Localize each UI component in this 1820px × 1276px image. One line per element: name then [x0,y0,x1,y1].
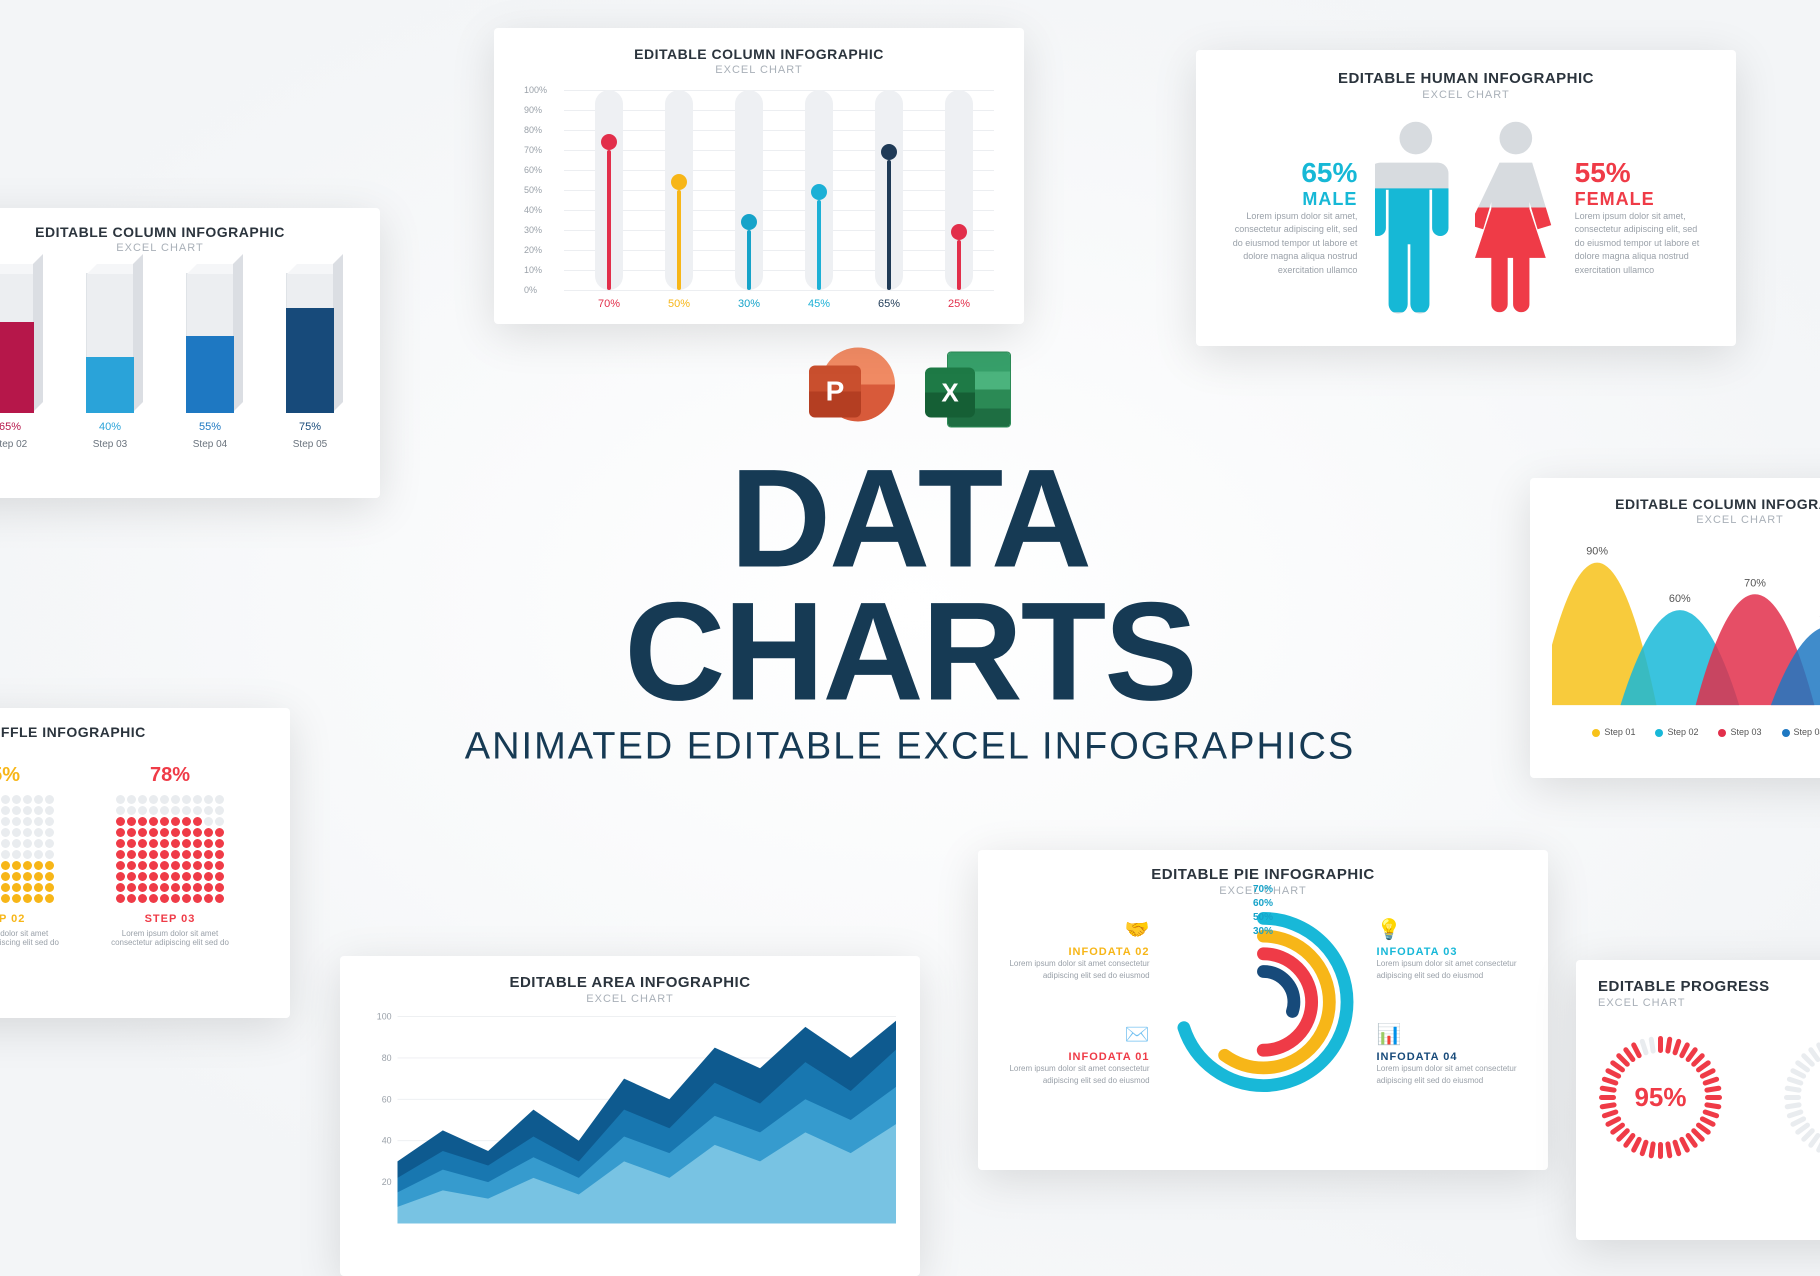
powerpoint-icon: P [809,348,895,434]
info-right: 💡INFODATA 03Lorem ipsum dolor sit amet c… [1376,917,1524,1087]
card-title: EDITABLE COLUMN INFOGRAPHIC [0,224,360,240]
bars-3d: 65%Step 0240%Step 0355%Step 0475%Step 05 [0,270,360,450]
male-side: 65% MALE Lorem ipsum dolor sit amet, con… [1224,157,1357,278]
card-sub: EXCEL CHART [0,242,360,254]
female-icon [1475,117,1557,317]
male-label: MALE [1302,189,1357,210]
svg-text:100: 100 [377,1012,392,1022]
card-lollipop: EDITABLE COLUMN INFOGRAPHIC EXCEL CHART … [494,28,1024,324]
card-title: EDITABLE PIE INFOGRAPHIC [1002,866,1524,883]
card-title: EDITABLE WAFFLE INFOGRAPHIC [0,724,270,740]
card-title: EDITABLE HUMAN INFOGRAPHIC [1224,70,1708,87]
svg-text:20: 20 [382,1177,392,1187]
card-3d-bars: EDITABLE COLUMN INFOGRAPHIC EXCEL CHART … [0,208,380,498]
card-sub: EXCEL CHART [364,993,896,1005]
male-pct: 65% [1301,157,1357,189]
info-left: 🤝INFODATA 02Lorem ipsum dolor sit amet c… [1002,917,1150,1087]
card-title: EDITABLE AREA INFOGRAPHIC [364,974,896,991]
card-human: EDITABLE HUMAN INFOGRAPHIC EXCEL CHART 6… [1196,50,1736,346]
card-title: EDITABLE COLUMN INFOGRAPHIC [524,46,994,62]
female-side: 55% FEMALE Lorem ipsum dolor sit amet, c… [1575,157,1708,278]
male-icon [1375,117,1457,317]
female-pct: 55% [1575,157,1631,189]
male-desc: Lorem ipsum dolor sit amet, consectetur … [1224,210,1357,278]
card-bump: EDITABLE COLUMN INFOGRAPHIC EXCEL CHART … [1530,478,1820,778]
app-icons: P X [455,348,1365,434]
card-title: EDITABLE PROGRESS [1598,978,1820,995]
card-progress: EDITABLE PROGRESS EXCEL CHART 95%25% [1576,960,1820,1240]
lollipop-chart: 100%90%80%70%60%50%40%30%20%10%0%70%50%3… [524,90,994,290]
svg-text:80: 80 [382,1053,392,1063]
hero-subtitle: ANIMATED EDITABLE EXCEL INFOGRAPHICS [455,726,1365,769]
svg-text:60: 60 [382,1094,392,1104]
hero: P X DATA CHARTS ANIMATED EDITABLE EXCEL … [455,348,1365,769]
card-area: EDITABLE AREA INFOGRAPHIC EXCEL CHART 20… [340,956,920,1276]
card-sub: EXCEL CHART [0,742,270,754]
radial-ticks: 70%60%50%30% [1253,883,1273,939]
svg-text:70%: 70% [1744,577,1766,589]
card-sub: EXCEL CHART [1224,89,1708,101]
radial-chart: 70%60%50%30% [1170,907,1357,1097]
bump-chart: 90%60%70%50%50% [1552,526,1820,716]
card-sub: EXCEL CHART [1598,997,1820,1009]
card-radial: EDITABLE PIE INFOGRAPHIC EXCEL CHART 🤝IN… [978,850,1548,1170]
svg-text:60%: 60% [1669,593,1691,605]
hero-title: DATA CHARTS [455,452,1365,718]
card-sub: EXCEL CHART [1552,514,1820,526]
card-title: EDITABLE COLUMN INFOGRAPHIC [1552,496,1820,512]
card-sub: EXCEL CHART [524,64,994,76]
bump-legend: Step 01Step 02Step 03Step 04Step 05 [1552,727,1820,737]
female-label: FEMALE [1575,189,1655,210]
progress-rings: 95%25% [1598,1035,1820,1160]
card-waffle: EDITABLE WAFFLE INFOGRAPHIC EXCEL CHART … [0,708,290,1018]
svg-text:40: 40 [382,1136,392,1146]
excel-icon: X [925,348,1011,434]
female-desc: Lorem ipsum dolor sit amet, consectetur … [1575,210,1708,278]
area-chart: 20 40 60 80 100 [364,1005,896,1235]
svg-text:90%: 90% [1586,546,1608,558]
waffle-row: 45%STEP 02Lorem ipsum dolor sit amet con… [0,764,270,947]
